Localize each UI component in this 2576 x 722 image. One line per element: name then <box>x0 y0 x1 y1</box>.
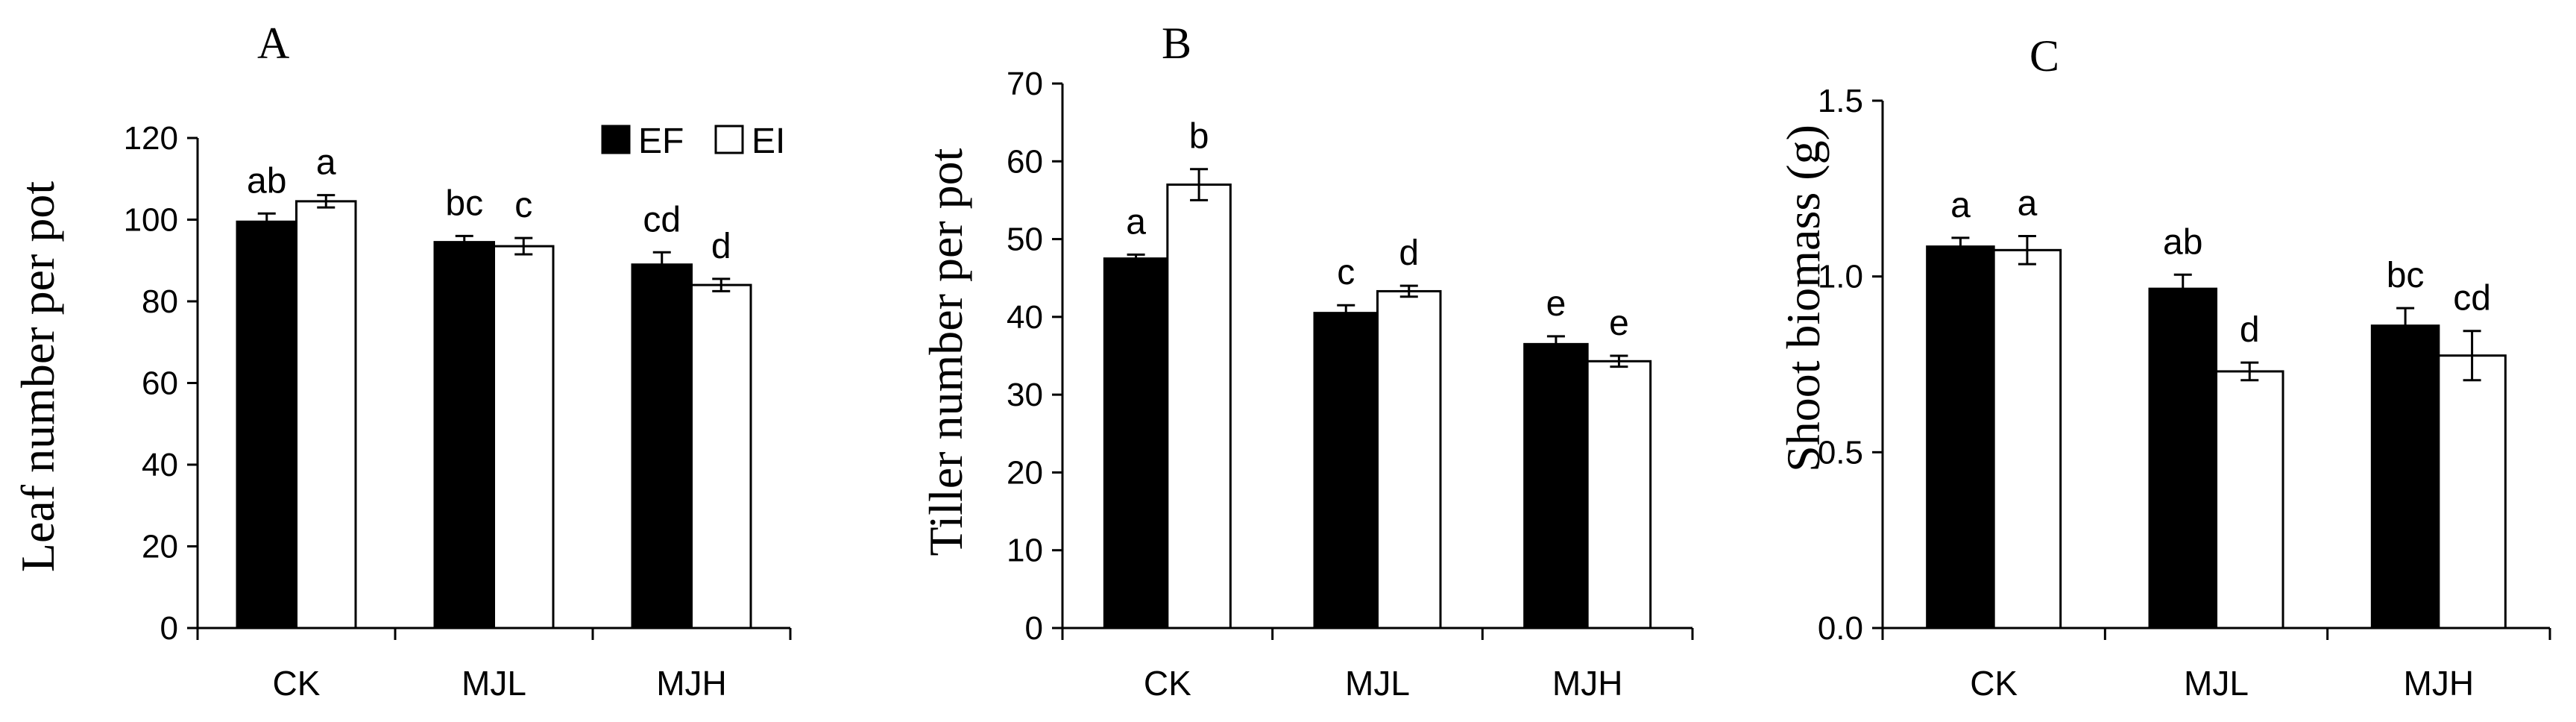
panel-a: A Leaf number per pot EF EI 0 20 40 60 80 100… <box>11 19 792 703</box>
legend: EF EI <box>601 122 785 161</box>
significance-letter: cd <box>643 200 681 239</box>
bar-ef-mjl <box>2148 287 2217 630</box>
y-tick-label: 120 <box>124 120 178 157</box>
y-tick-label: 0.0 <box>1818 610 1863 647</box>
bar-ef-ck <box>1926 245 1995 630</box>
significance-letter: c <box>1337 253 1355 292</box>
y-tick-label: 10 <box>1007 533 1043 569</box>
legend-label-ei: EI <box>752 122 785 161</box>
significance-letter: a <box>316 143 336 183</box>
panel-label: B <box>1162 19 1191 68</box>
legend-label-ef: EF <box>638 122 684 161</box>
bar-ef-ck <box>1103 257 1169 630</box>
y-tick-label: 70 <box>1007 66 1043 102</box>
significance-letter: a <box>1950 186 1971 225</box>
significance-letter: cd <box>2453 279 2491 318</box>
x-tick-label: MJL <box>1345 664 1410 703</box>
bar-ei-mjl <box>1376 289 1442 630</box>
significance-letter: b <box>1189 117 1209 157</box>
y-axis-label: Tiller number per pot <box>919 148 972 556</box>
bar-ef-mjh <box>2370 324 2440 630</box>
x-tick-label: CK <box>1970 664 2018 703</box>
panel-b: B Tiller number per pot 0 10 20 30 40 50 60 70 C… <box>919 19 1694 703</box>
y-tick-label: 80 <box>142 283 178 320</box>
significance-letter: a <box>1126 202 1146 242</box>
y-tick-label: 0 <box>1025 610 1043 647</box>
plot-area: 0 10 20 30 40 50 60 70 CK a b MJL c d MJH e e <box>1007 66 1694 703</box>
y-tick-label: 50 <box>1007 222 1043 258</box>
x-tick-label: MJH <box>2404 664 2475 703</box>
bar-ef-mjh <box>1523 342 1589 630</box>
x-tick-label: MJL <box>2184 664 2249 703</box>
significance-letter: a <box>2018 183 2038 223</box>
legend-swatch-ei <box>714 125 744 154</box>
bar-ei-ck <box>295 200 357 630</box>
bar-ei-mjh <box>2437 354 2507 630</box>
significance-letter: d <box>711 227 731 266</box>
x-tick-label: MJH <box>1552 664 1623 703</box>
y-tick-label: 40 <box>142 447 178 483</box>
significance-letter: bc <box>445 183 483 223</box>
y-tick-label: 60 <box>1007 143 1043 180</box>
bar-ei-ck <box>1166 183 1232 630</box>
y-tick-label: 40 <box>1007 299 1043 336</box>
panel-c: C Shoot biomass (g) 0.0 0.5 1.0 1.5 CK a a MJL a… <box>1777 31 2551 703</box>
significance-letter: ab <box>2163 222 2202 262</box>
y-tick-label: 20 <box>1007 454 1043 491</box>
significance-letter: ab <box>247 161 286 201</box>
y-tick-label: 0 <box>160 610 178 647</box>
bar-ef-mjh <box>631 263 693 630</box>
y-tick-label: 100 <box>124 202 178 239</box>
x-tick-label: CK <box>273 664 321 703</box>
y-tick-label: 0.5 <box>1818 434 1863 471</box>
bar-ei-mjl <box>493 245 555 630</box>
significance-letter: c <box>514 186 532 225</box>
significance-letter: d <box>1399 233 1419 273</box>
panel-label: A <box>257 19 289 68</box>
x-tick-label: MJL <box>462 664 526 703</box>
bar-ef-mjl <box>433 241 495 630</box>
plot-area: 0 20 40 60 80 100 120 CK ab a MJL bc c MJH cdd <box>124 120 792 703</box>
bar-ei-mjl <box>2215 370 2284 630</box>
bar-ef-mjl <box>1313 312 1379 630</box>
significance-letter: e <box>1546 284 1566 324</box>
bar-ei-ck <box>1992 248 2062 630</box>
x-tick-label: CK <box>1144 664 1191 703</box>
legend-swatch-ef <box>601 125 631 154</box>
y-tick-label: 60 <box>142 365 178 402</box>
significance-letter: e <box>1609 304 1629 343</box>
bar-ei-mjh <box>1586 360 1652 630</box>
y-tick-label: 1.0 <box>1818 259 1863 295</box>
y-tick-label: 1.5 <box>1818 83 1863 119</box>
y-axis-label: Shoot biomass (g) <box>1777 125 1830 472</box>
x-tick-label: MJH <box>656 664 727 703</box>
significance-letter: bc <box>2387 256 2425 295</box>
panel-label: C <box>2029 31 2059 81</box>
significance-letter: d <box>2240 310 2260 350</box>
y-tick-label: 20 <box>142 529 178 565</box>
y-tick-label: 30 <box>1007 377 1043 413</box>
bar-ef-ck <box>236 220 297 630</box>
y-axis-label: Leaf number per pot <box>11 181 64 572</box>
bar-ei-mjh <box>690 283 752 630</box>
